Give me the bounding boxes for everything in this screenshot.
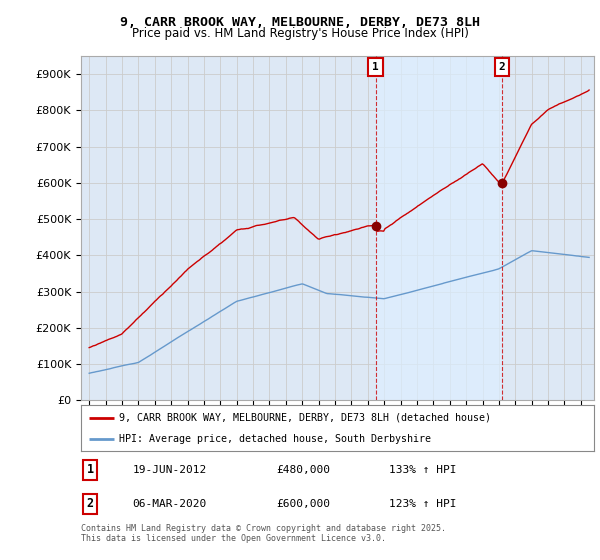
Text: 06-MAR-2020: 06-MAR-2020 <box>133 499 206 509</box>
Text: £600,000: £600,000 <box>276 499 330 509</box>
Text: 133% ↑ HPI: 133% ↑ HPI <box>389 465 457 475</box>
Text: Price paid vs. HM Land Registry's House Price Index (HPI): Price paid vs. HM Land Registry's House … <box>131 27 469 40</box>
Text: 1: 1 <box>86 463 94 476</box>
Text: 2: 2 <box>499 62 505 72</box>
Text: 19-JUN-2012: 19-JUN-2012 <box>133 465 206 475</box>
Text: Contains HM Land Registry data © Crown copyright and database right 2025.
This d: Contains HM Land Registry data © Crown c… <box>81 524 446 543</box>
Text: 2: 2 <box>86 497 94 510</box>
Text: 1: 1 <box>372 62 379 72</box>
Bar <box>376 56 502 400</box>
Text: 9, CARR BROOK WAY, MELBOURNE, DERBY, DE73 8LH: 9, CARR BROOK WAY, MELBOURNE, DERBY, DE7… <box>120 16 480 29</box>
Text: £480,000: £480,000 <box>276 465 330 475</box>
Text: 9, CARR BROOK WAY, MELBOURNE, DERBY, DE73 8LH (detached house): 9, CARR BROOK WAY, MELBOURNE, DERBY, DE7… <box>119 413 491 423</box>
Text: HPI: Average price, detached house, South Derbyshire: HPI: Average price, detached house, Sout… <box>119 435 431 444</box>
Text: 123% ↑ HPI: 123% ↑ HPI <box>389 499 457 509</box>
